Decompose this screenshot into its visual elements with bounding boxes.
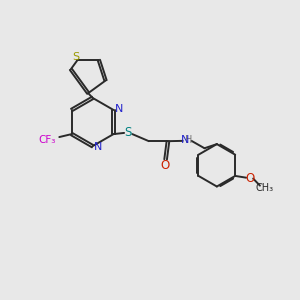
Text: N: N — [115, 104, 123, 114]
Text: CH₃: CH₃ — [255, 183, 273, 193]
Text: O: O — [161, 159, 170, 172]
Text: N: N — [181, 135, 189, 145]
Text: O: O — [245, 172, 254, 185]
Text: H: H — [184, 135, 192, 145]
Text: CF₃: CF₃ — [39, 135, 56, 145]
Text: S: S — [72, 52, 80, 61]
Text: S: S — [124, 126, 132, 139]
Text: N: N — [94, 142, 102, 152]
